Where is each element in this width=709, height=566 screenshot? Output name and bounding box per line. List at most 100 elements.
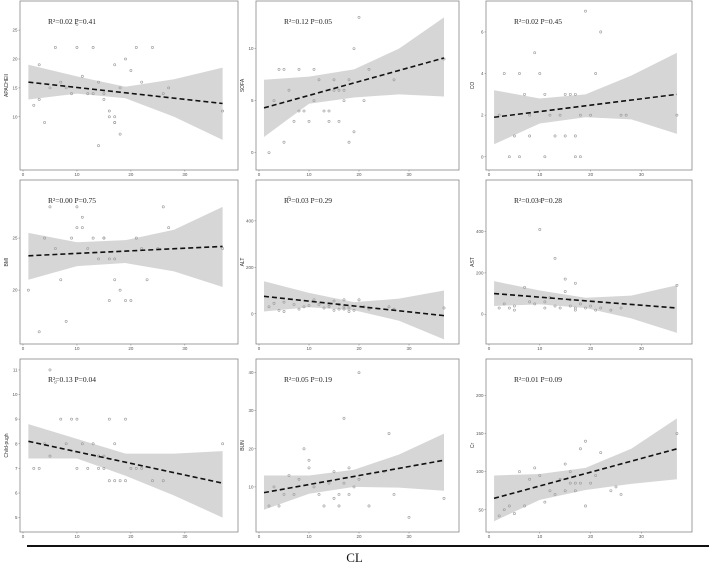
data-point (553, 256, 557, 260)
data-point (59, 417, 63, 421)
panel-frame (19, 179, 239, 345)
y-tick-label: 4 (481, 71, 484, 76)
data-point (134, 46, 138, 49)
x-tick-label: 0 (258, 534, 261, 539)
y-tick-label: 25 (12, 28, 18, 33)
data-point (538, 474, 542, 477)
y-tick-label: 0 (251, 150, 254, 155)
data-point (64, 319, 68, 323)
data-point (352, 308, 356, 312)
y-axis-label: BMI (4, 258, 10, 267)
data-point (107, 115, 111, 119)
x-tick-label: 0 (22, 534, 25, 539)
y-axis-label: AST (470, 257, 476, 267)
data-point (145, 278, 149, 282)
data-point (497, 306, 501, 310)
data-point (75, 226, 79, 230)
confidence-band (494, 418, 677, 522)
data-point (91, 236, 95, 240)
data-point (70, 92, 73, 96)
data-point (568, 92, 572, 96)
y-tick-label: 20 (12, 288, 18, 293)
data-point (302, 447, 306, 451)
data-point (322, 306, 326, 310)
data-point (151, 46, 154, 49)
confidence-band (264, 433, 444, 510)
stats-annotation: R²=0.13 P=0.04 (48, 375, 96, 384)
data-point (64, 442, 68, 446)
data-point (507, 155, 511, 159)
data-point (558, 306, 562, 310)
data-point (609, 308, 613, 312)
data-point (297, 477, 301, 481)
data-point (337, 493, 341, 496)
data-point (140, 466, 144, 470)
data-point (563, 462, 567, 466)
data-point (332, 78, 336, 82)
data-point (97, 257, 100, 261)
data-point (528, 113, 532, 117)
data-point (675, 283, 679, 287)
x-tick-label: 20 (128, 172, 134, 177)
y-tick-label: 0 (481, 154, 484, 159)
stats-annotation: R²=0.05 P=0.19 (284, 375, 332, 384)
data-point (352, 485, 356, 489)
data-point (392, 493, 396, 496)
data-point (442, 306, 446, 310)
data-point (584, 9, 587, 13)
x-tick-label: 30 (406, 346, 412, 351)
data-point (599, 30, 603, 34)
y-axis-label: Cr (470, 443, 476, 449)
data-point (357, 298, 361, 302)
data-point (342, 416, 346, 420)
data-point (129, 69, 133, 72)
data-point (675, 113, 679, 117)
data-point (80, 74, 84, 78)
data-point (80, 442, 84, 446)
data-point (528, 477, 532, 481)
data-point (307, 466, 311, 470)
data-point (327, 109, 331, 113)
data-point (497, 113, 501, 117)
data-point (107, 299, 111, 302)
panel-frame (485, 358, 693, 533)
y-axis-label: BUN (240, 440, 246, 451)
data-point (113, 121, 117, 124)
data-point (32, 103, 36, 107)
x-tick-label: 10 (74, 346, 80, 351)
y-tick-label: 20 (12, 57, 18, 62)
stats-annotation: R²=0.02 P=0.45 (514, 17, 562, 26)
data-point (307, 458, 311, 462)
confidence-band (264, 17, 444, 137)
data-point (302, 109, 306, 113)
x-tick-label: 10 (306, 534, 312, 539)
y-tick-label: 8 (15, 441, 18, 446)
data-point (584, 504, 587, 508)
data-point (102, 92, 106, 96)
x-tick-label: 20 (128, 534, 134, 539)
data-point (579, 113, 582, 117)
data-point (113, 63, 117, 67)
data-point (573, 92, 577, 96)
data-point (118, 479, 122, 483)
data-point (533, 51, 537, 55)
data-point (107, 417, 111, 421)
data-point (277, 504, 281, 508)
y-tick-label: 10 (12, 114, 18, 119)
data-point (553, 493, 557, 496)
data-point (337, 88, 341, 92)
data-point (113, 442, 117, 446)
data-point (367, 504, 371, 508)
data-point (558, 113, 562, 117)
stats-annotation: R²=0.03 P=0.28 (514, 196, 562, 205)
data-point (579, 481, 582, 485)
panel-bmi: 0 10 20 30 20 25 BMI R²=0.00 P=0.75 (4, 179, 239, 351)
data-point (347, 493, 351, 496)
data-point (538, 228, 542, 231)
data-point (533, 466, 537, 470)
data-point (124, 57, 127, 61)
data-point (113, 257, 117, 261)
data-point (589, 113, 592, 117)
data-point (282, 140, 286, 144)
